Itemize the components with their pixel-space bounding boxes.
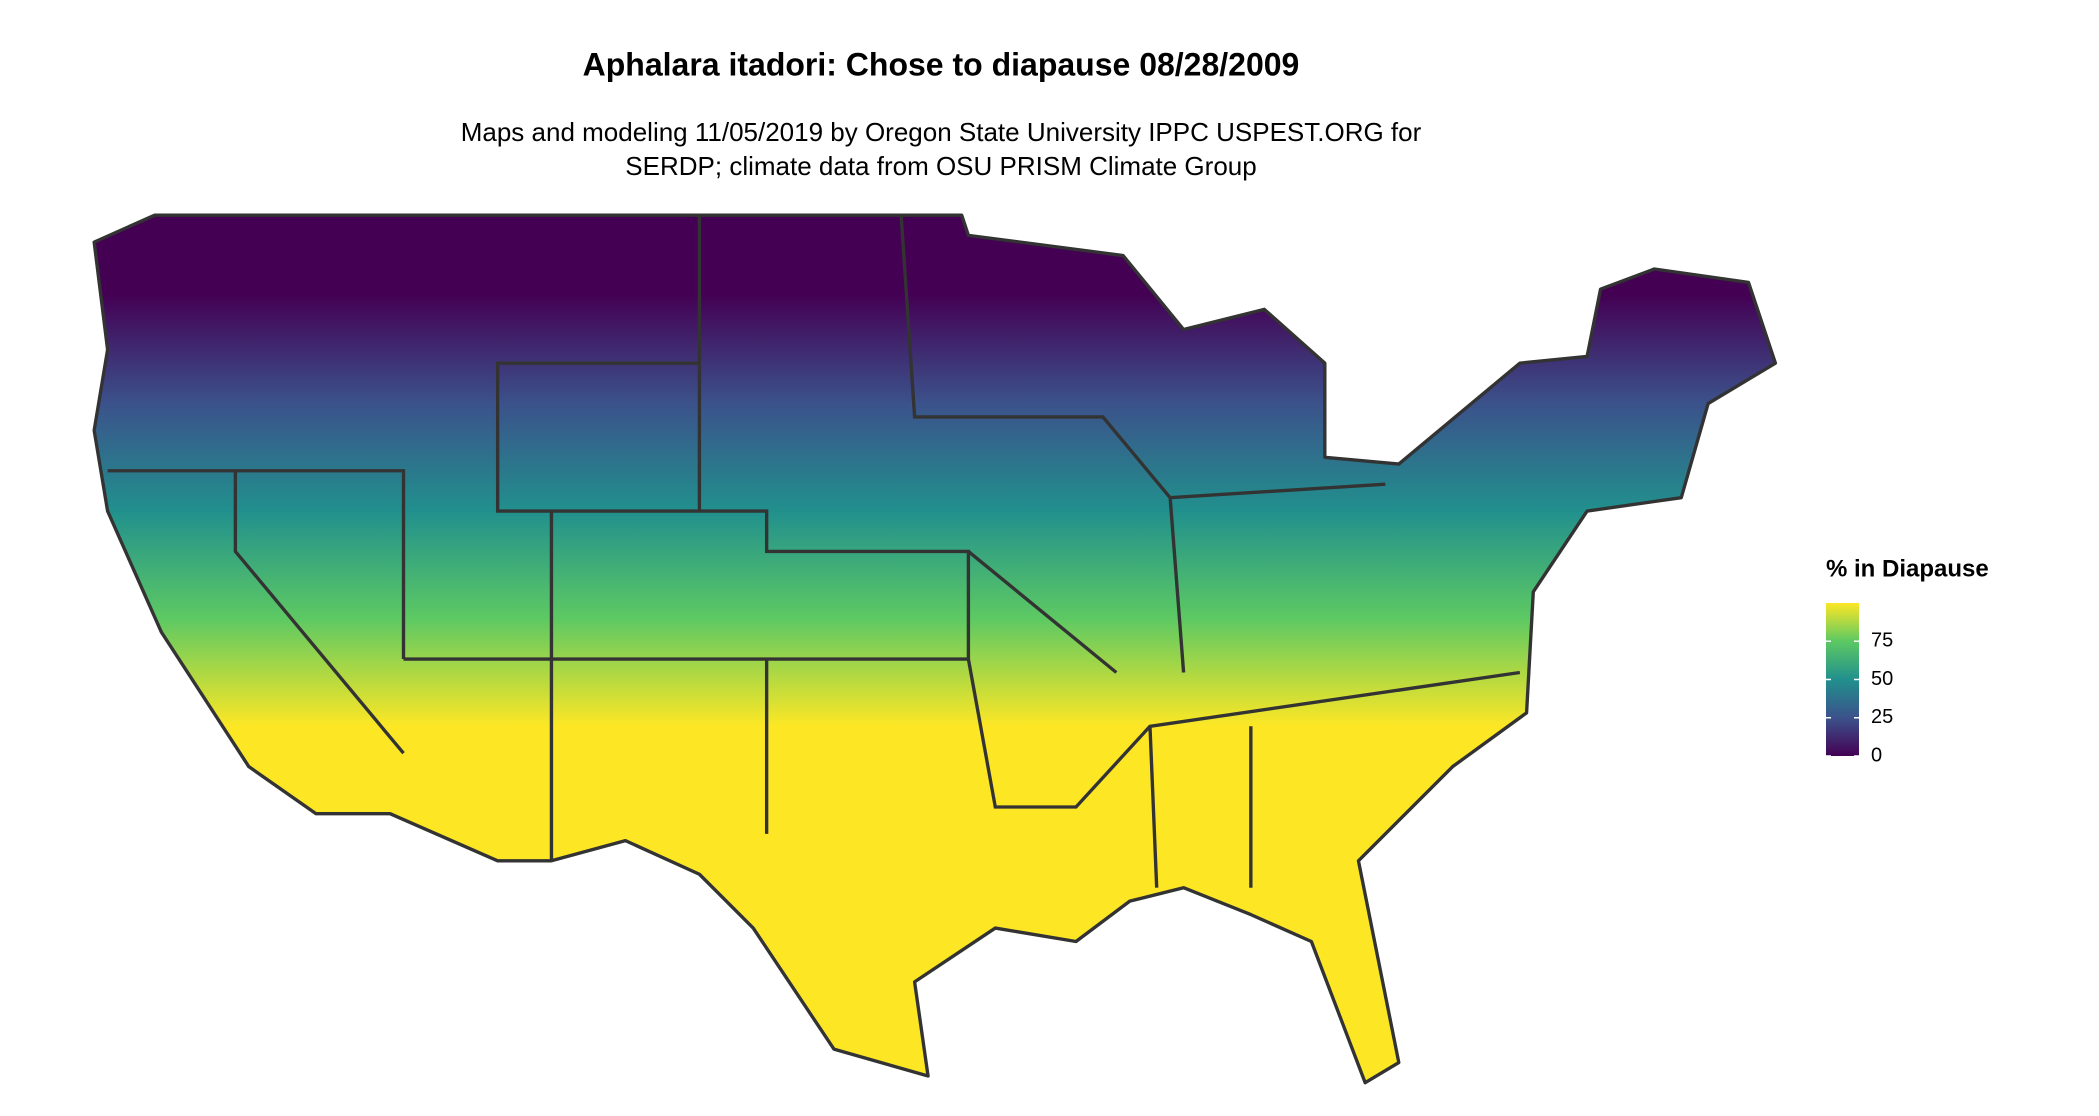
state-borders xyxy=(107,215,1521,888)
colorbar xyxy=(1826,603,1859,756)
colorbar-tick-label: 0 xyxy=(1871,744,1882,766)
colorbar-tick-label: 25 xyxy=(1871,706,1893,728)
us-map xyxy=(92,213,1778,1085)
legend-title: % in Diapause xyxy=(1826,555,1989,582)
colorbar-tick-label: 75 xyxy=(1871,630,1893,652)
subtitle: SERDP; climate data from OSU PRISM Clima… xyxy=(625,151,1256,181)
subtitle: Maps and modeling 11/05/2019 by Oregon S… xyxy=(461,117,1422,147)
title: Aphalara itadori: Chose to diapause 08/2… xyxy=(583,46,1300,82)
colorbar-tick-label: 50 xyxy=(1871,668,1893,690)
map xyxy=(92,213,1778,1085)
